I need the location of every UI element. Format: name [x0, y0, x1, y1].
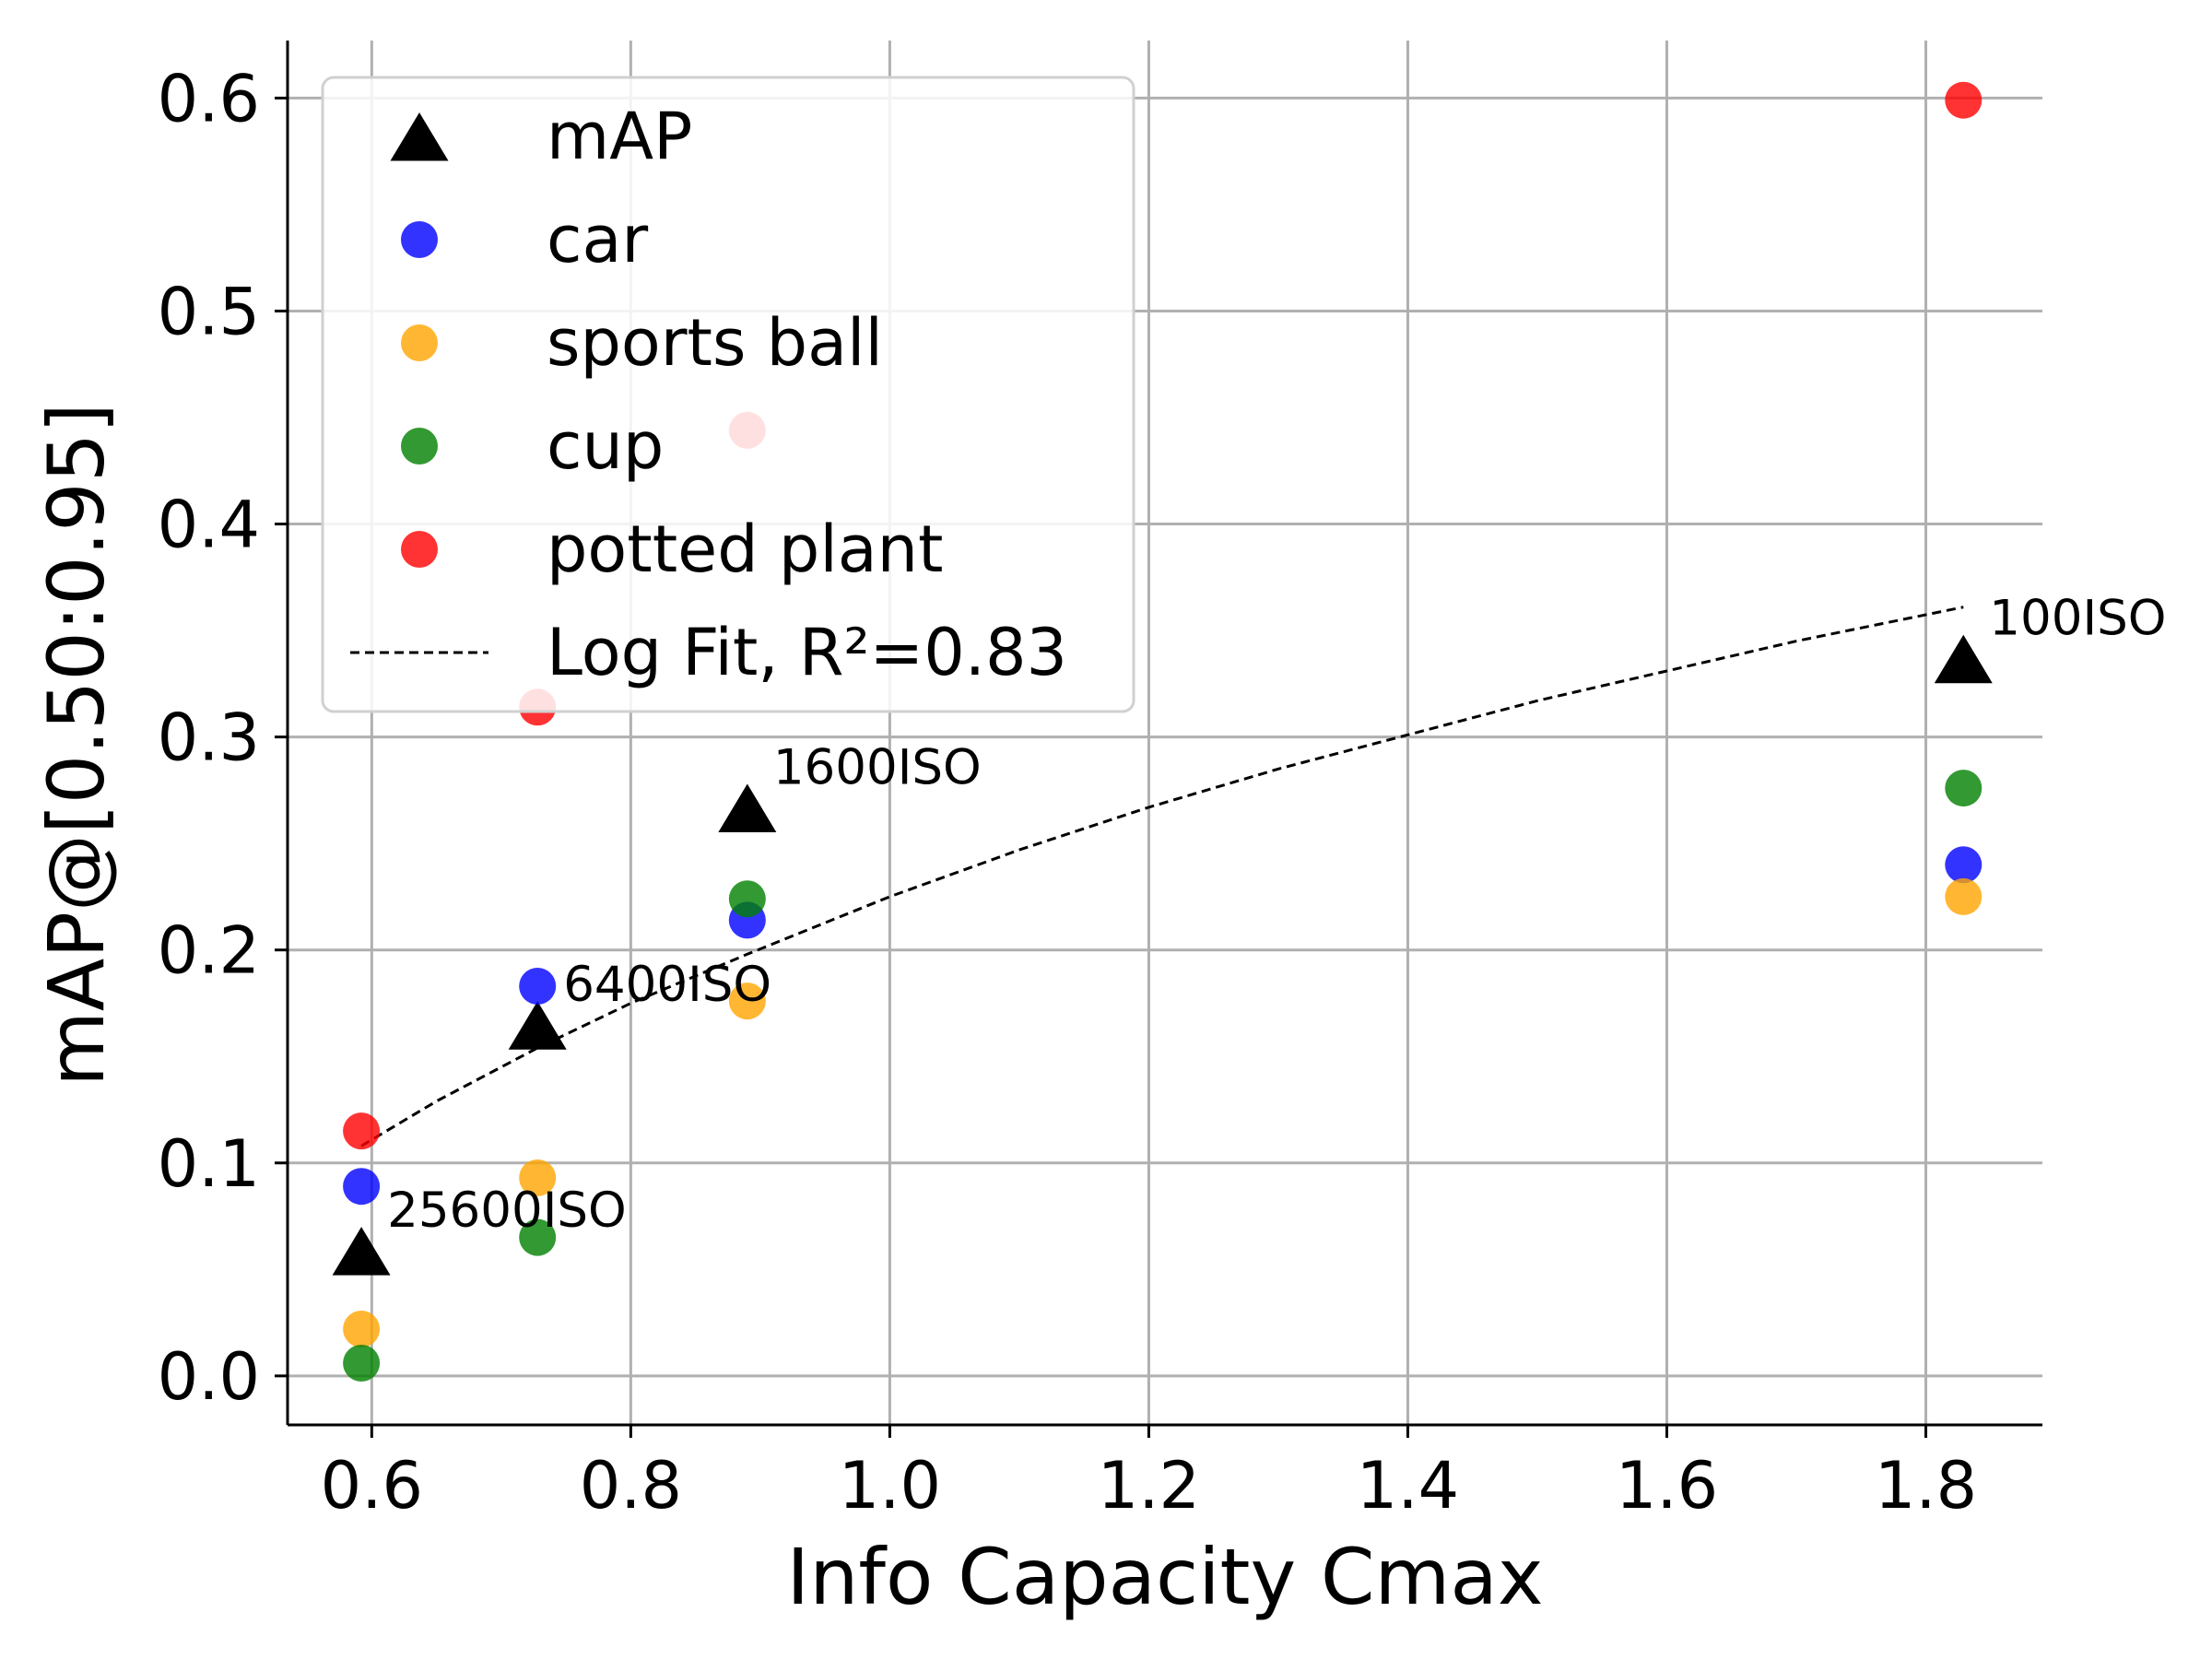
- y-tick-label: 0.1: [158, 1126, 260, 1202]
- car-point: [1945, 846, 1983, 884]
- y-tick-label: 0.6: [158, 61, 260, 136]
- legend-marker-mAP: [390, 112, 449, 161]
- log-fit-line: [360, 606, 1964, 1147]
- annotation-label: 6400ISO: [563, 957, 771, 1013]
- potted-plant-point: [1945, 81, 1983, 119]
- annotation-label: 25600ISO: [387, 1182, 627, 1239]
- legend-marker-cup: [401, 428, 438, 465]
- y-tick-label: 0.2: [158, 913, 260, 989]
- x-tick-label: 1.0: [839, 1448, 941, 1524]
- mAP-point: [718, 783, 777, 832]
- x-tick-label: 1.6: [1616, 1448, 1718, 1524]
- sports-ball-point: [343, 1311, 381, 1348]
- y-tick-label: 0.5: [158, 274, 260, 349]
- x-tick-label: 1.4: [1357, 1448, 1459, 1524]
- cup-point: [728, 880, 766, 918]
- legend-label-potted-plant: potted plant: [547, 512, 944, 587]
- x-tick-label: 1.8: [1875, 1448, 1977, 1524]
- cup-point: [343, 1344, 381, 1382]
- legend-frame: [321, 76, 1135, 713]
- mAP-point: [508, 1001, 567, 1050]
- legend-label-mAP: mAP: [547, 99, 692, 174]
- mAP-point: [1934, 634, 1993, 684]
- y-tick-label: 0.0: [158, 1339, 260, 1415]
- annotation-label: 100ISO: [1989, 591, 2166, 647]
- potted-plant-point: [343, 1112, 381, 1150]
- legend-label-log-fit: Log Fit, R²=0.83: [547, 615, 1067, 690]
- sports-ball-point: [728, 982, 766, 1020]
- legend-label-car: car: [547, 202, 648, 277]
- x-tick-label: 1.2: [1098, 1448, 1200, 1524]
- annotation-label: 1600ISO: [773, 739, 982, 795]
- mAP-point: [332, 1227, 391, 1276]
- x-tick-label: 0.6: [321, 1448, 423, 1524]
- cup-point: [519, 1218, 557, 1256]
- legend-marker-sports-ball: [401, 324, 438, 361]
- x-axis-label: Info Capacity Cmax: [786, 1532, 1543, 1622]
- fit-layer: [360, 606, 1964, 1147]
- y-axis-label: mAP@[0.50:0.95]: [31, 403, 122, 1087]
- y-tick-label: 0.3: [158, 700, 260, 776]
- sports-ball-point: [519, 1159, 557, 1196]
- legend-label-sports-ball: sports ball: [547, 305, 883, 381]
- legend-marker-car: [401, 221, 438, 258]
- legend-marker-potted-plant: [401, 531, 438, 568]
- car-point: [343, 1168, 381, 1206]
- x-tick-label: 0.8: [580, 1448, 682, 1524]
- y-tick-label: 0.4: [158, 488, 260, 563]
- legend: mAP car sports ball cup potted plant Log Fit,…: [321, 76, 1135, 713]
- annotation-layer: 25600ISO 6400ISO 1600ISO 100ISO: [387, 591, 2166, 1239]
- legend-label-cup: cup: [547, 408, 664, 484]
- car-point: [519, 967, 557, 1005]
- sports-ball-point: [1945, 877, 1983, 915]
- axes-layer: 0.6 0.8 1.0 1.2 1.4 1.6 1.8 0.0 0.1 0.2 0.3 0.4 0.5 0…: [158, 41, 2042, 1524]
- cup-point: [1945, 770, 1983, 807]
